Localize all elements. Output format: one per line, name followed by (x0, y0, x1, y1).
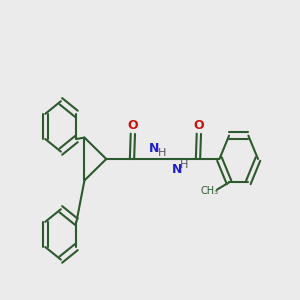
Text: CH₃: CH₃ (200, 186, 218, 196)
Text: N: N (149, 142, 160, 155)
Text: O: O (194, 119, 204, 133)
Text: N: N (171, 163, 182, 176)
Text: H: H (158, 148, 166, 158)
Text: H: H (180, 160, 188, 170)
Text: O: O (128, 119, 138, 133)
